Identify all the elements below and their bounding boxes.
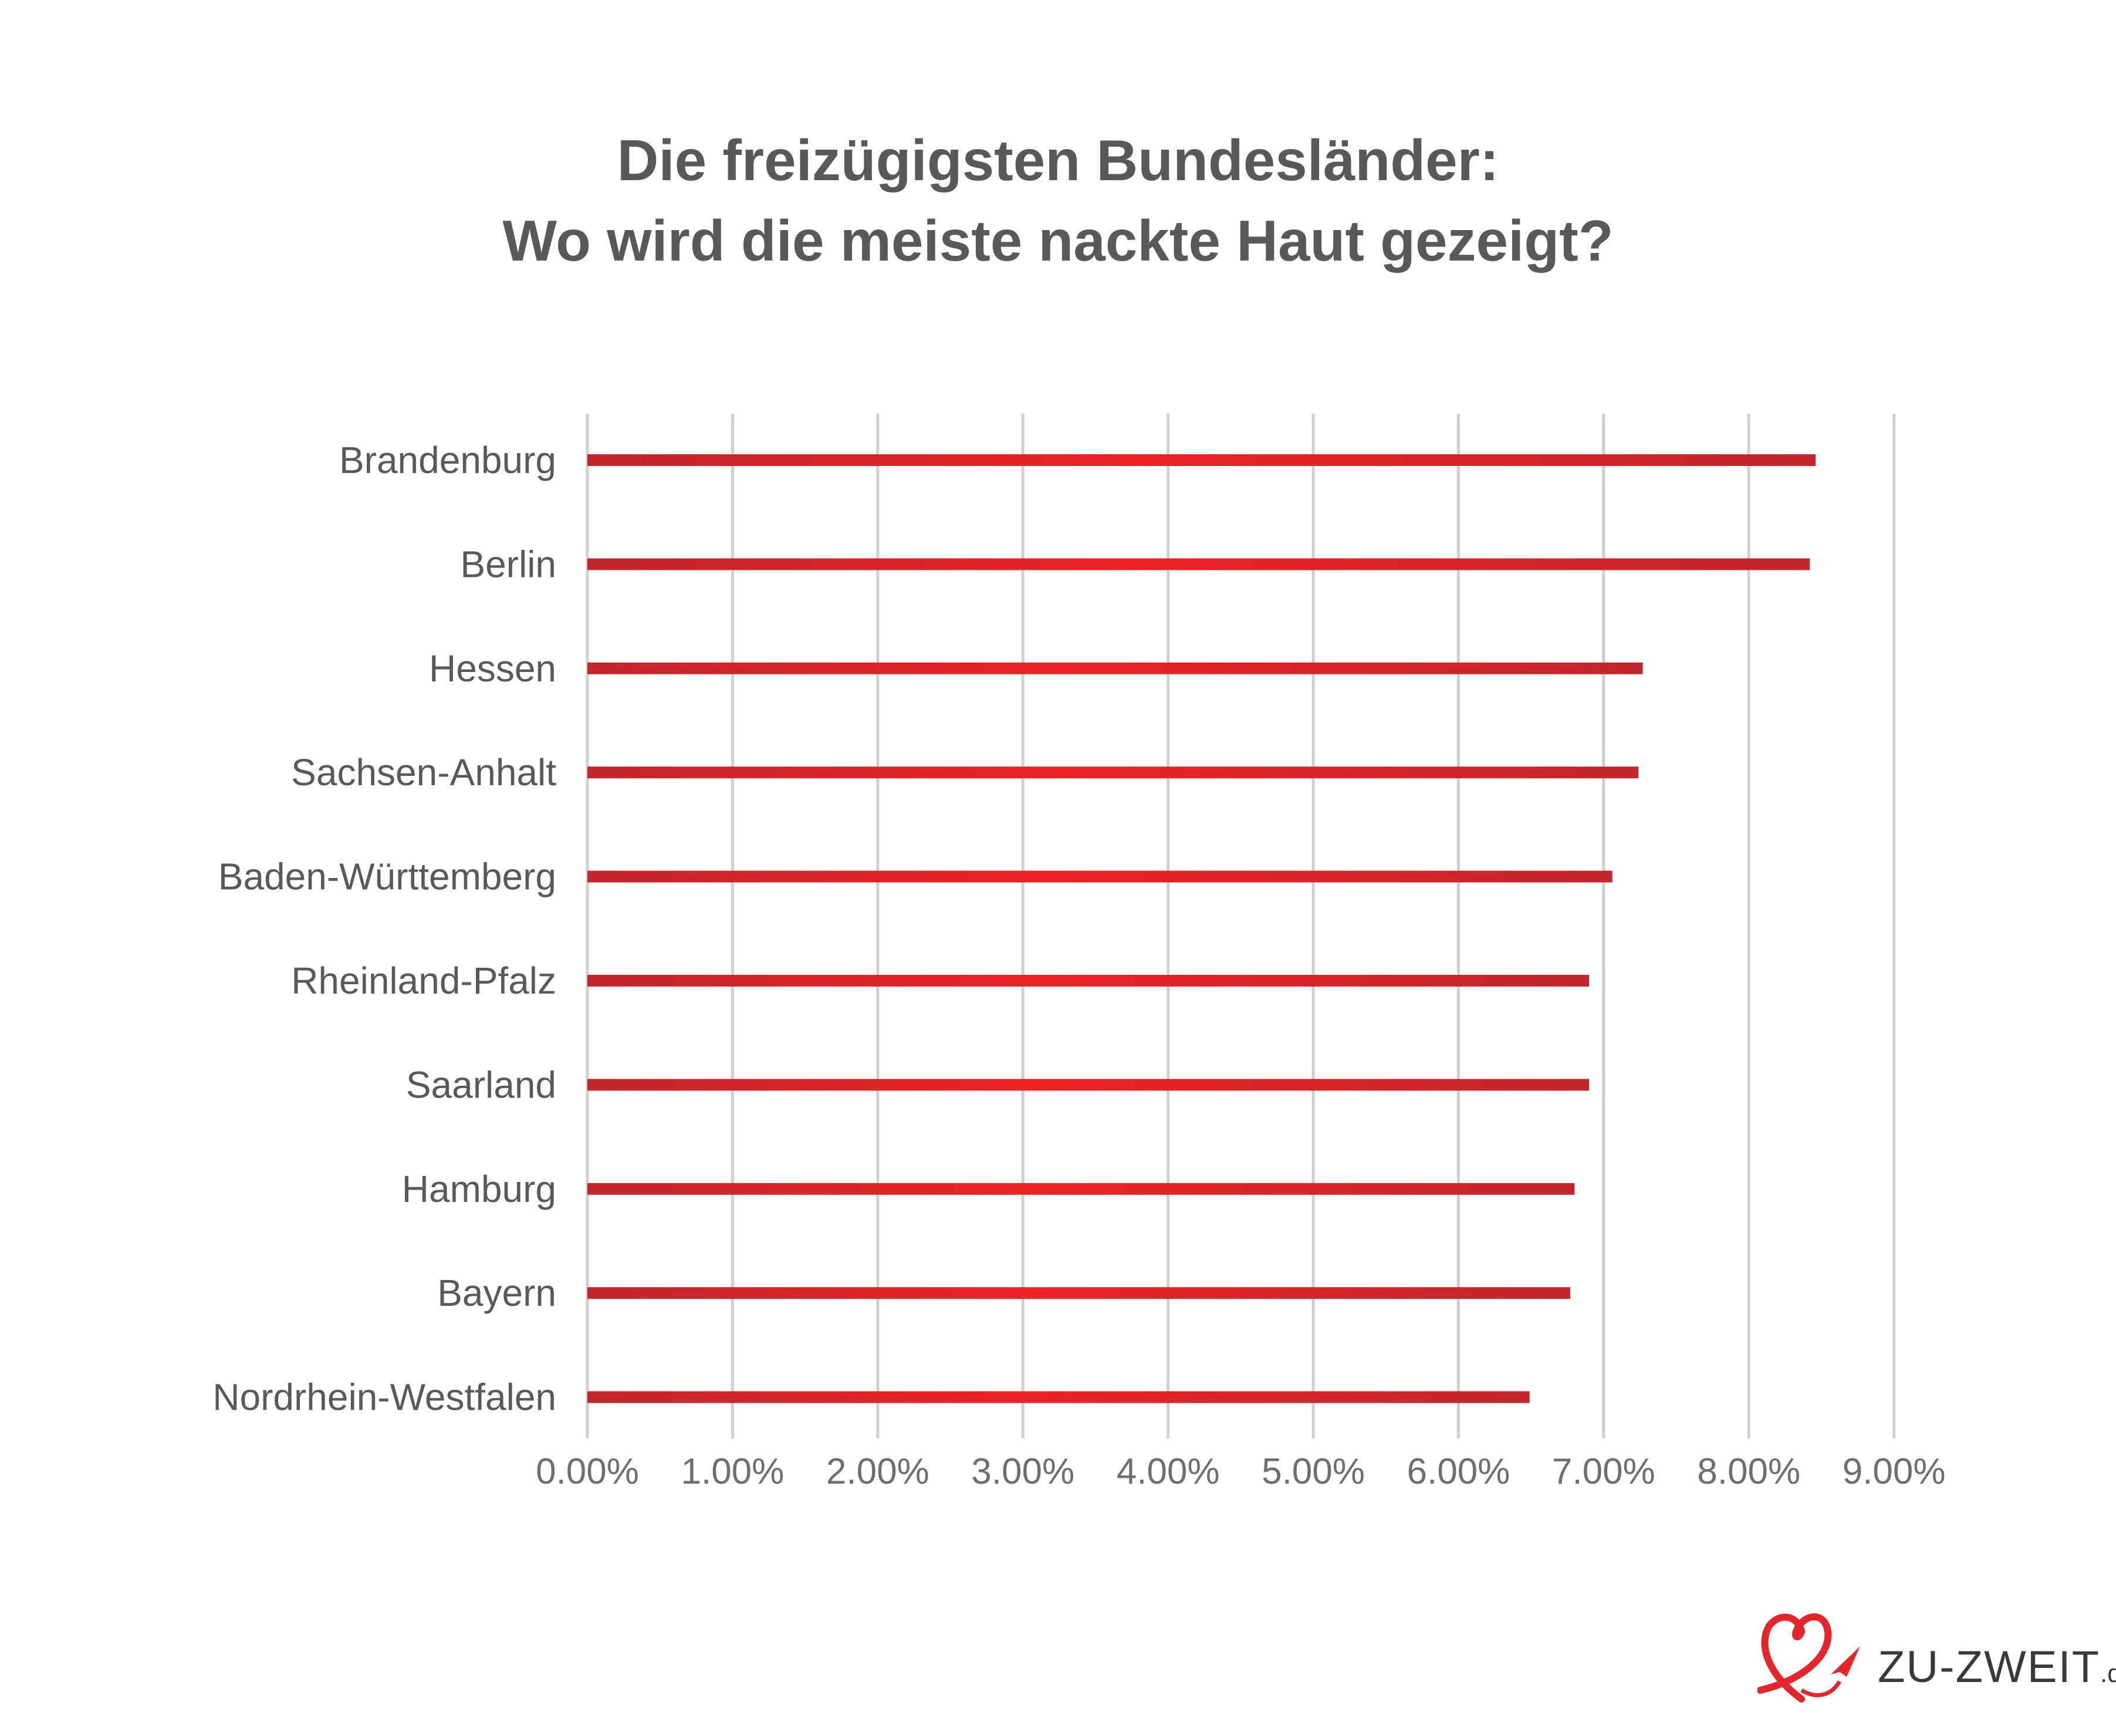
x-tick-label: 4.00% [1117, 1451, 1220, 1492]
bars [587, 454, 1816, 1403]
chart-title-line-1: Die freizügigsten Bundesländer: [617, 128, 1499, 192]
x-tick-label: 3.00% [971, 1451, 1074, 1492]
bar [587, 1287, 1570, 1299]
logo-suffix: .de [2100, 1659, 2116, 1688]
bar [587, 1391, 1530, 1403]
x-tick-label: 0.00% [536, 1451, 639, 1492]
category-label: Saarland [406, 1063, 556, 1106]
chart-title: Die freizügigsten Bundesländer: Wo wird … [0, 120, 2116, 281]
logo-text: ZU-ZWEIT.de [1878, 1642, 2116, 1693]
category-label: Sachsen-Anhalt [291, 751, 556, 793]
category-label: Brandenburg [339, 439, 556, 481]
category-label: Berlin [460, 543, 556, 585]
x-tick-label: 8.00% [1697, 1451, 1800, 1492]
bar [587, 454, 1816, 466]
category-label: Bayern [437, 1272, 556, 1314]
gridlines [586, 414, 1896, 1438]
heart-ribbon-icon [1757, 1613, 1860, 1703]
x-tick-label: 2.00% [826, 1451, 929, 1492]
x-tick-label: 6.00% [1407, 1451, 1510, 1492]
bar [587, 662, 1643, 674]
chart-title-line-2: Wo wird die meiste nackte Haut gezeigt? [502, 208, 1614, 273]
bar [587, 975, 1590, 987]
bar [587, 870, 1613, 883]
category-label: Baden-Württemberg [218, 856, 556, 898]
bar [587, 766, 1639, 779]
bar [587, 1183, 1575, 1195]
x-tick-label: 7.00% [1552, 1451, 1655, 1492]
logo-name: ZU-ZWEIT [1878, 1642, 2101, 1692]
x-tick-label: 9.00% [1843, 1451, 1946, 1492]
x-tick-label: 5.00% [1262, 1451, 1365, 1492]
category-label: Hamburg [402, 1168, 556, 1210]
category-labels: Brandenburg Berlin Hessen Sachsen-Anhalt Bad… [212, 439, 556, 1418]
x-tick-labels: 0.00% 1.00% 2.00% 3.00% 4.00% 5.00% 6.00% 7.00%… [536, 1451, 1945, 1492]
bar [587, 558, 1810, 570]
zu-zweit-logo: ZU-ZWEIT.de [1757, 1611, 2116, 1705]
category-label: Rheinland-Pfalz [291, 960, 556, 1002]
category-label: Hessen [429, 647, 556, 690]
category-label: Nordrhein-Westfalen [212, 1376, 556, 1418]
x-tick-label: 1.00% [681, 1451, 784, 1492]
bar [587, 1079, 1590, 1091]
